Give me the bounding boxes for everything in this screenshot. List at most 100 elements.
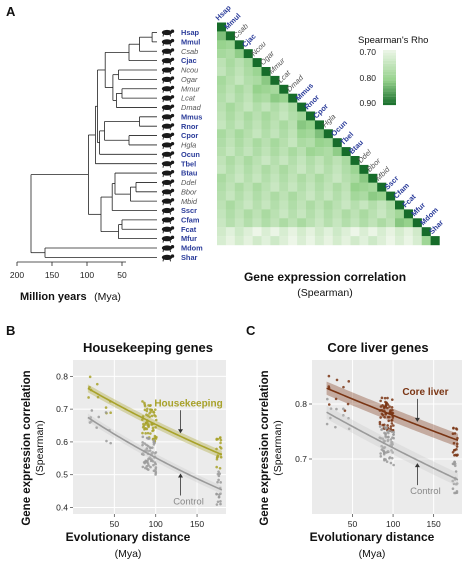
heatmap-cell [217,67,227,77]
point- [150,408,154,412]
point- [389,425,393,428]
point-control [219,502,222,506]
point- [146,431,150,435]
heatmap-cell [359,236,369,246]
heatmap-cell [314,120,324,130]
heatmap-cell [341,173,351,183]
heatmap-cell [261,138,271,148]
heatmap-cell [288,138,298,148]
point-control [147,468,150,471]
heatmap-cell [403,236,413,246]
heatmap-cell [359,218,369,228]
chart-c-xlabel: Evolutionary distance [310,530,435,544]
heatmap-cell [270,129,280,139]
heatmap-cell [323,236,333,246]
point- [456,436,459,440]
heatmap-cell [270,75,280,85]
point-control [152,443,156,446]
point- [452,448,456,452]
heatmap-cell [234,58,244,68]
point- [146,421,149,424]
chart-b-xlabel: Evolutionary distance [66,530,191,544]
legend-swatch [383,80,396,84]
heatmap-cell [234,164,244,174]
legend-swatch [383,102,396,106]
point-control [378,436,382,440]
heatmap-xlabel-sub: (Spearman) [297,287,352,299]
point- [387,419,391,423]
point-control [141,443,144,447]
point- [388,405,391,408]
heatmap-cell [225,218,235,228]
heatmap-cell [332,156,342,166]
heatmap-cell [314,182,324,192]
heatmap-cell [243,138,253,148]
heatmap-cell [261,75,271,85]
point-control [217,493,221,496]
legend-tick-1: 0.80 [359,73,376,83]
heatmap-cell [314,147,324,157]
species-label-sscr: Sscr [181,206,197,215]
point- [215,457,219,461]
point-control [329,407,333,410]
panel-c-letter: C [246,323,256,338]
point-control [95,426,98,429]
point- [381,413,385,417]
point-control [388,456,391,460]
heatmap-cell [225,40,235,50]
heatmap-cell [395,209,405,219]
heatmap-cell [243,102,253,112]
point- [386,424,389,427]
point- [219,441,222,445]
point-control [154,451,158,454]
heatmap-cell [225,120,235,130]
heatmap-cell [217,191,227,201]
point- [383,396,387,400]
heatmap-cell [252,173,262,183]
heatmap-cell [350,200,360,210]
species-label-mmus: Mmus [181,112,202,121]
panel-a-letter: A [6,4,16,19]
silhouette-fcat-icon [161,226,175,234]
heatmap-cell [261,191,271,201]
heatmap-cell [314,218,324,228]
heatmap-cell [217,200,227,210]
heatmap-cell [306,236,316,246]
heatmap-cell [261,93,271,103]
point-control [381,437,385,440]
heatmap-cell [217,40,227,50]
heatmap-cell [350,218,360,228]
point-control [90,409,94,412]
heatmap-cell [350,164,360,174]
heatmap-cell [225,156,235,166]
point- [141,418,144,421]
silhouette-lcat-icon [161,95,175,103]
heatmap-cell [368,200,378,210]
tree-axis-label-unit: (Mya) [94,291,121,303]
heatmap-cell [243,209,253,219]
species-labels-left: HsapMmulCsabCjacNcouOgarMmurLcatDmadMmus… [181,28,203,262]
heatmap-cell [261,147,271,157]
point- [347,380,351,383]
tree-axis-tick-1: 150 [45,270,59,280]
heatmap-cell [217,31,227,41]
heatmap-cell [297,129,307,139]
point- [151,426,155,430]
heatmap-cell [341,227,351,237]
heatmap-cell [217,156,227,166]
heatmap-cell [306,200,316,210]
heatmap-cell [341,209,351,219]
heatmap-cell [252,84,262,94]
heatmap-cell [234,227,244,237]
heatmap-cell [288,218,298,228]
heatmap-cell [234,120,244,130]
heatmap-cell [306,129,316,139]
point- [147,404,150,407]
point- [456,453,459,457]
heatmap-cell [306,120,316,130]
silhouette-btau-icon [161,170,175,178]
heatmap-cell [252,236,262,246]
heatmap-cell [332,209,342,219]
tree-axis-label: Million years (Mya) [20,287,121,304]
species-label-bbor: Bbor [181,187,197,196]
